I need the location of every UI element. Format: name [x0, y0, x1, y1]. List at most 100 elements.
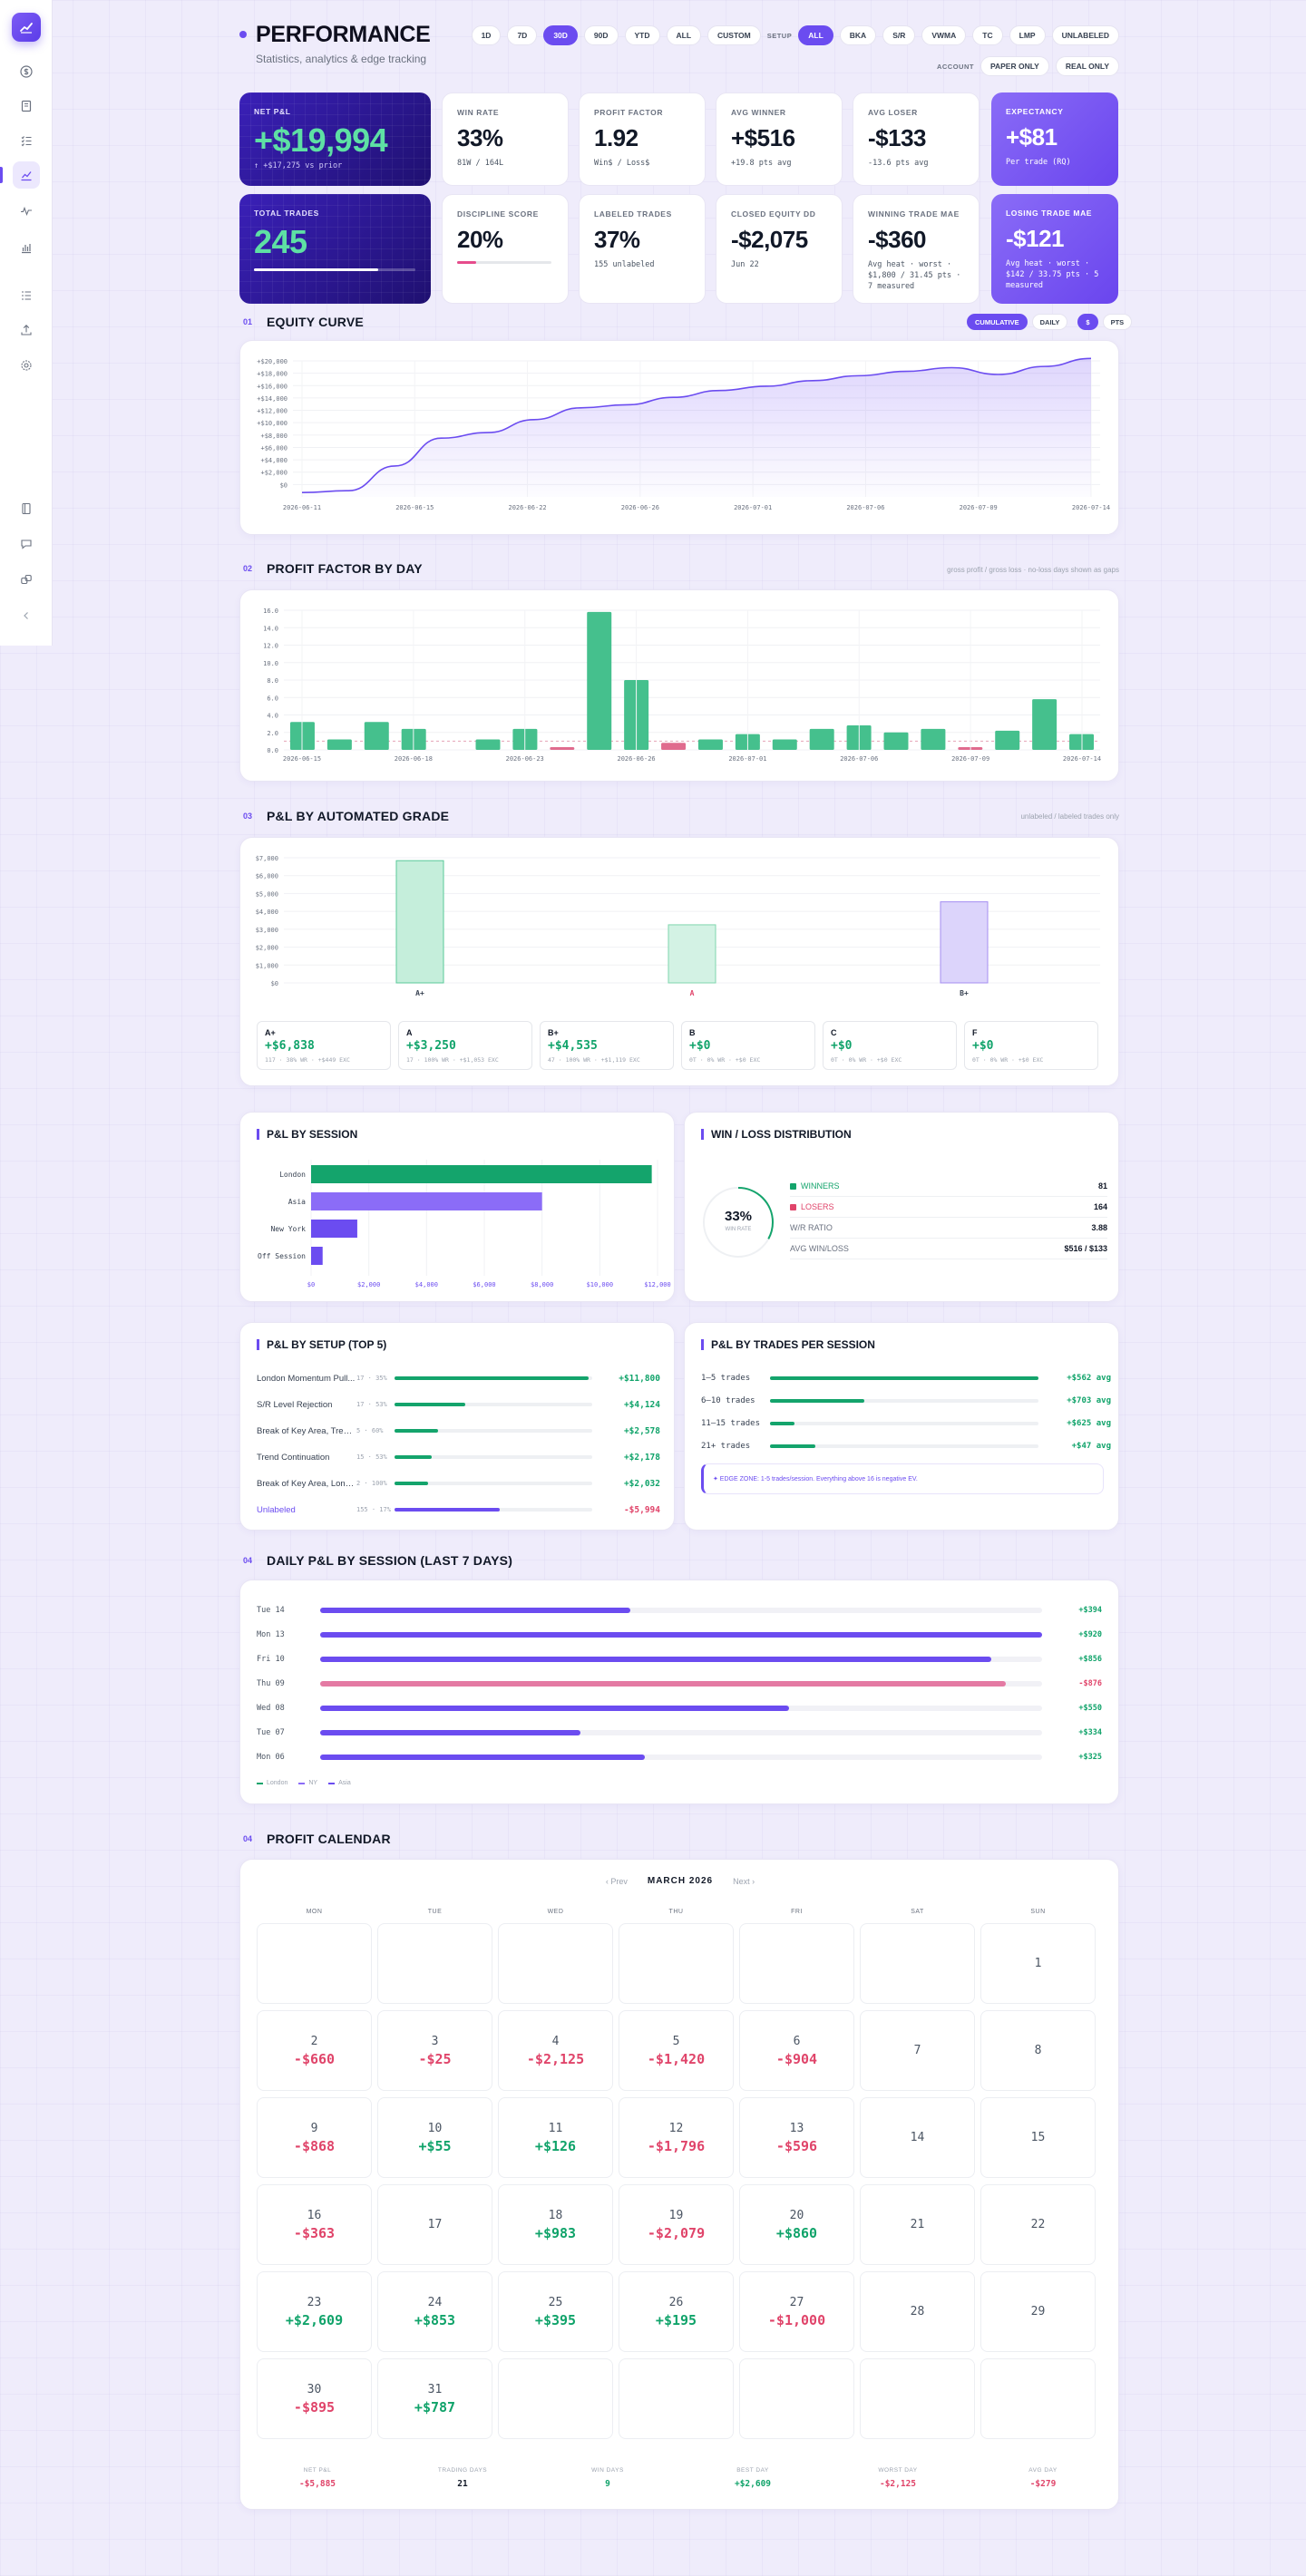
daily-row[interactable]: Wed 08 +$550: [257, 1700, 1105, 1716]
setup-sr[interactable]: S/R: [882, 25, 916, 45]
setup-unlabeled[interactable]: UNLABELED: [1051, 25, 1119, 45]
pf-bar[interactable]: [883, 732, 909, 750]
tps-row[interactable]: 21+ trades +$47 avg: [701, 1438, 1114, 1454]
session-bar[interactable]: [311, 1165, 652, 1183]
calendar-day[interactable]: 11 +$126: [498, 2097, 613, 2178]
pf-bar[interactable]: [921, 728, 946, 750]
daily-row[interactable]: Mon 06 +$325: [257, 1749, 1105, 1765]
calendar-day[interactable]: 27 -$1,000: [739, 2271, 854, 2352]
session-bar[interactable]: [311, 1220, 357, 1238]
range-1d[interactable]: 1D: [471, 25, 502, 45]
setup-row[interactable]: Unlabeled 155 · 17% -$5,994: [257, 1502, 660, 1518]
calendar-day[interactable]: [257, 1923, 372, 2004]
daily-row[interactable]: Fri 10 +$856: [257, 1651, 1105, 1667]
calendar-day[interactable]: [860, 2358, 975, 2439]
calendar-day[interactable]: 26 +$195: [619, 2271, 734, 2352]
calendar-day[interactable]: 21: [860, 2184, 975, 2265]
nav-performance[interactable]: [0, 161, 40, 189]
setup-vwma[interactable]: VWMA: [921, 25, 967, 45]
pf-bar[interactable]: [326, 739, 352, 750]
calendar-day[interactable]: 29: [980, 2271, 1096, 2352]
unit-dollar[interactable]: $: [1077, 314, 1098, 330]
calendar-day[interactable]: 2 -$660: [257, 2010, 372, 2091]
nav-rules[interactable]: [13, 282, 40, 309]
calendar-day[interactable]: [498, 2358, 613, 2439]
calendar-day[interactable]: 13 -$596: [739, 2097, 854, 2178]
calendar-day[interactable]: 17: [377, 2184, 492, 2265]
nav-upload[interactable]: [13, 316, 40, 344]
session-bar[interactable]: [311, 1247, 323, 1265]
tps-row[interactable]: 6–10 trades +$703 avg: [701, 1393, 1114, 1409]
calendar-day[interactable]: [860, 1923, 975, 2004]
calendar-day[interactable]: 6 -$904: [739, 2010, 854, 2091]
calendar-day[interactable]: 12 -$1,796: [619, 2097, 734, 2178]
nav-activity[interactable]: [13, 198, 40, 225]
nav-bars[interactable]: [13, 234, 40, 261]
calendar-day[interactable]: 19 -$2,079: [619, 2184, 734, 2265]
range-7d[interactable]: 7D: [507, 25, 538, 45]
daily-row[interactable]: Tue 07 +$334: [257, 1725, 1105, 1741]
daily-row[interactable]: Tue 14 +$394: [257, 1602, 1105, 1619]
calendar-day[interactable]: [739, 2358, 854, 2439]
calendar-day[interactable]: [739, 1923, 854, 2004]
setup-all[interactable]: ALL: [798, 25, 833, 45]
calendar-day[interactable]: 20 +$860: [739, 2184, 854, 2265]
grade-bar[interactable]: [940, 901, 989, 984]
pf-bar[interactable]: [475, 739, 501, 750]
nav-feedback[interactable]: [13, 530, 40, 558]
grade-bar[interactable]: [395, 860, 444, 984]
calendar-day[interactable]: 28: [860, 2271, 975, 2352]
app-logo[interactable]: [12, 13, 41, 42]
pf-bar[interactable]: [550, 747, 575, 750]
grade-bar[interactable]: [668, 924, 716, 984]
pf-bar[interactable]: [661, 743, 687, 750]
calendar-day[interactable]: 7: [860, 2010, 975, 2091]
calendar-day[interactable]: [498, 1923, 613, 2004]
unit-pts[interactable]: PTS: [1102, 314, 1133, 330]
calendar-day[interactable]: 24 +$853: [377, 2271, 492, 2352]
range-custom[interactable]: CUSTOM: [707, 25, 761, 45]
collapse-sidebar[interactable]: [13, 602, 40, 629]
next-month-button[interactable]: Next ›: [733, 1876, 755, 1886]
calendar-day[interactable]: 15: [980, 2097, 1096, 2178]
daily-row[interactable]: Thu 09 -$876: [257, 1676, 1105, 1692]
setup-row[interactable]: S/R Level Rejection 17 · 53% +$4,124: [257, 1396, 660, 1413]
calendar-day[interactable]: 8: [980, 2010, 1096, 2091]
pf-bar[interactable]: [697, 739, 723, 750]
pf-bar[interactable]: [772, 739, 797, 750]
calendar-day[interactable]: [619, 2358, 734, 2439]
pf-bar[interactable]: [1032, 699, 1057, 750]
nav-notebook[interactable]: [13, 495, 40, 522]
calendar-day[interactable]: 23 +$2,609: [257, 2271, 372, 2352]
calendar-day[interactable]: 25 +$395: [498, 2271, 613, 2352]
setup-row[interactable]: Trend Continuation 15 · 53% +$2,178: [257, 1449, 660, 1465]
setup-row[interactable]: Break of Key Area, Trend... 5 · 60% +$2,57…: [257, 1423, 660, 1439]
setup-row[interactable]: Break of Key Area, Lond... 2 · 100% +$2,03…: [257, 1475, 660, 1492]
calendar-day[interactable]: 5 -$1,420: [619, 2010, 734, 2091]
account-0[interactable]: PAPER ONLY: [980, 56, 1049, 76]
pf-bar[interactable]: [364, 722, 389, 750]
calendar-day[interactable]: 14: [860, 2097, 975, 2178]
range-30d[interactable]: 30D: [543, 25, 578, 45]
range-ytd[interactable]: YTD: [624, 25, 660, 45]
calendar-day[interactable]: 9 -$868: [257, 2097, 372, 2178]
calendar-day[interactable]: 30 -$895: [257, 2358, 372, 2439]
calendar-day[interactable]: 18 +$983: [498, 2184, 613, 2265]
setup-bka[interactable]: BKA: [839, 25, 877, 45]
tps-row[interactable]: 1–5 trades +$562 avg: [701, 1370, 1114, 1386]
daily-row[interactable]: Mon 13 +$920: [257, 1627, 1105, 1643]
calendar-day[interactable]: 10 +$55: [377, 2097, 492, 2178]
calendar-day[interactable]: [619, 1923, 734, 2004]
calendar-day[interactable]: 1: [980, 1923, 1096, 2004]
nav-checklist[interactable]: [13, 127, 40, 154]
account-1[interactable]: REAL ONLY: [1055, 56, 1119, 76]
calendar-day[interactable]: [377, 1923, 492, 2004]
calendar-day[interactable]: [980, 2358, 1096, 2439]
range-all[interactable]: ALL: [666, 25, 702, 45]
setup-lmp[interactable]: LMP: [1009, 25, 1046, 45]
pf-bar[interactable]: [587, 611, 612, 750]
range-90d[interactable]: 90D: [583, 25, 619, 45]
pf-bar[interactable]: [995, 730, 1020, 750]
calendar-day[interactable]: 31 +$787: [377, 2358, 492, 2439]
nav-journal[interactable]: [13, 92, 40, 120]
